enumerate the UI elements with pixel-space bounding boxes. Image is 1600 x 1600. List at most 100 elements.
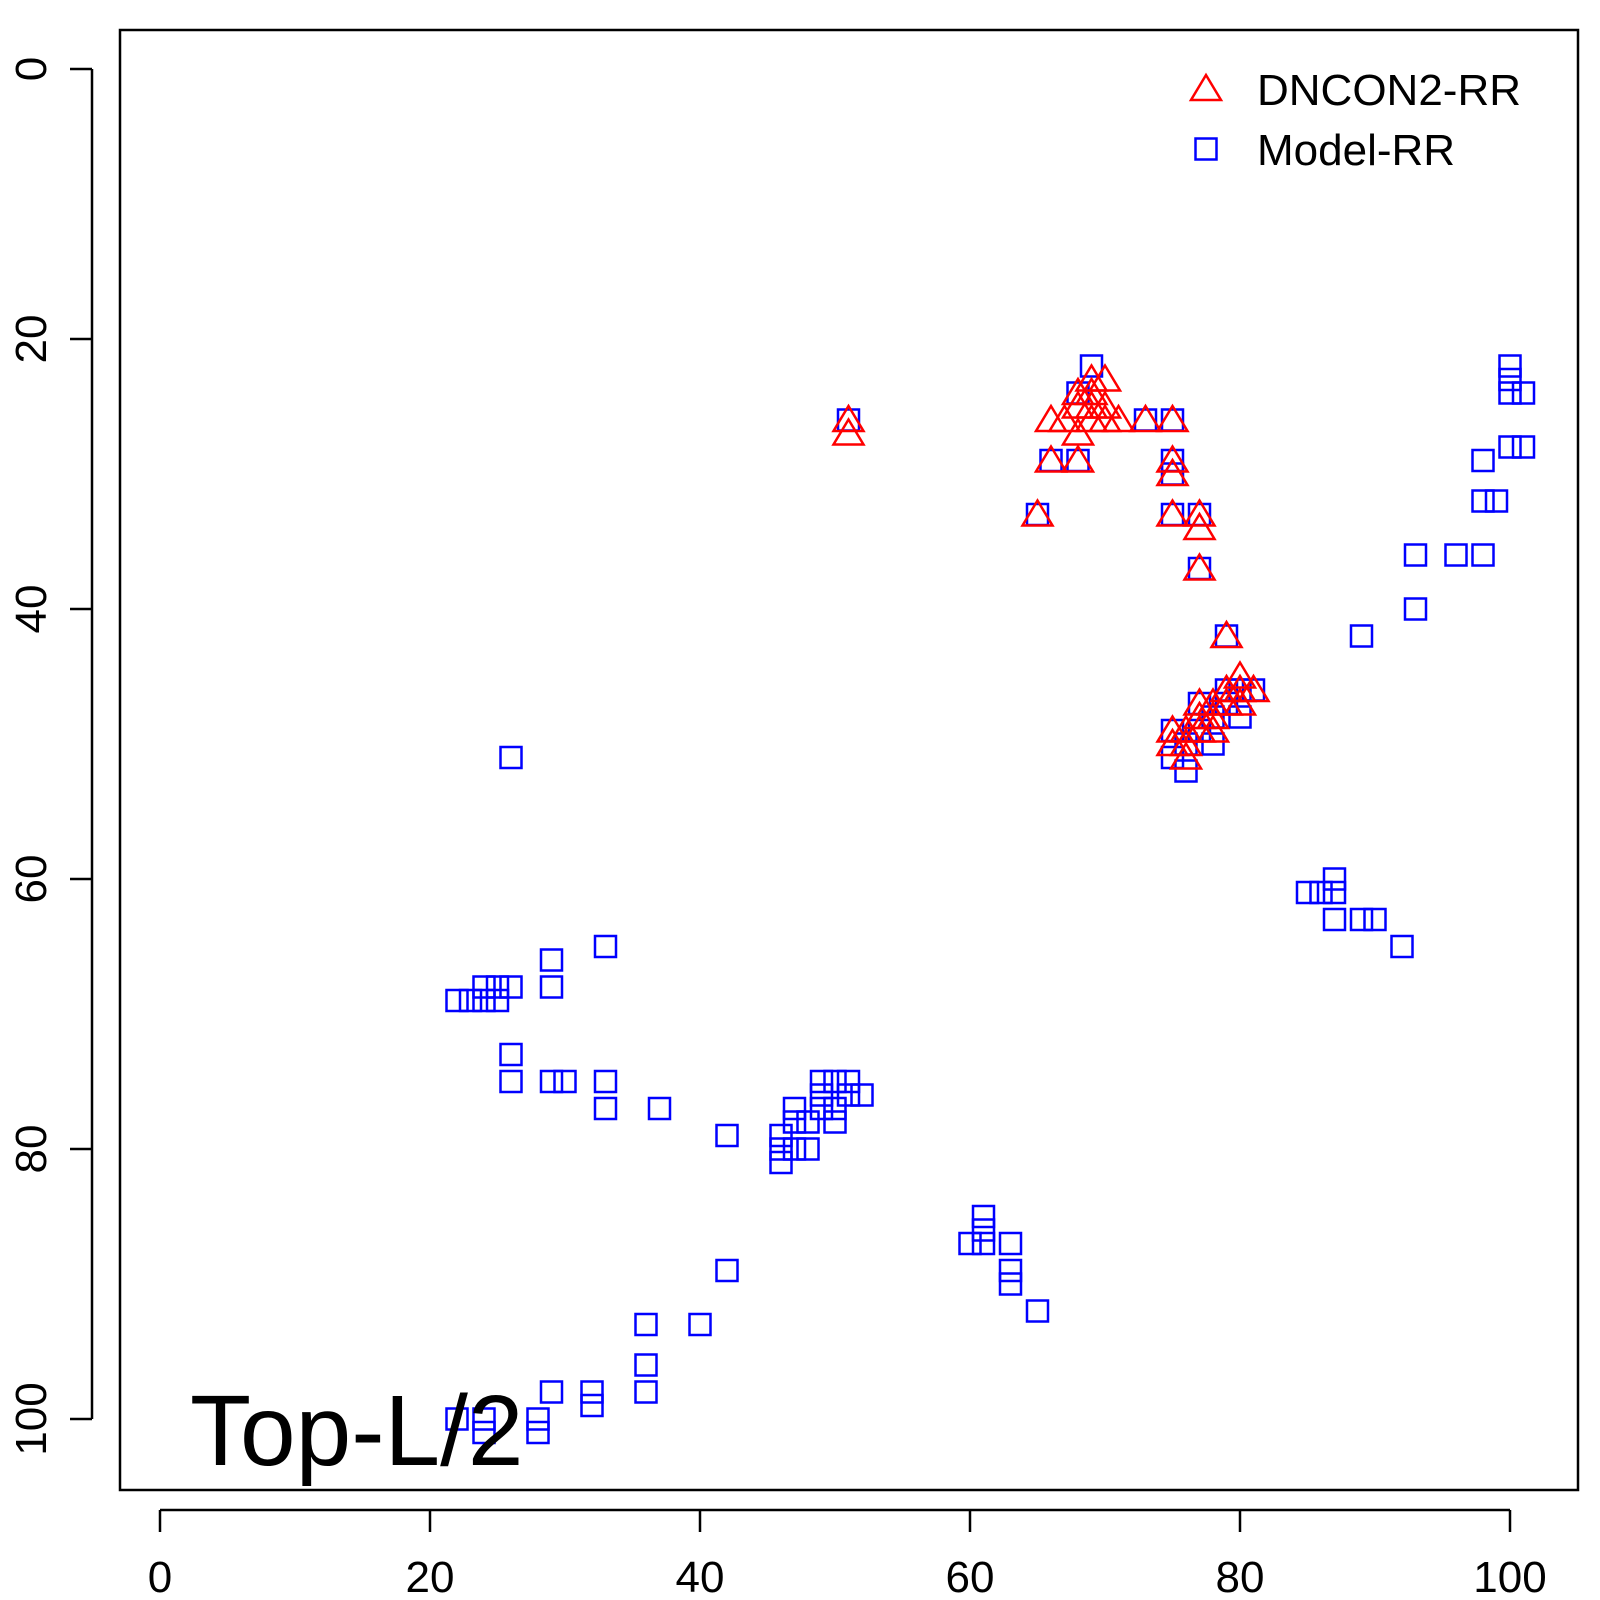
model-rr-point — [782, 1096, 807, 1121]
model-rr-point — [971, 1231, 996, 1256]
model-rr-point — [1484, 489, 1509, 513]
dncon2-rr-point — [1033, 444, 1069, 473]
dncon2-rr-point — [1101, 403, 1136, 433]
dncon2-rr-point — [1060, 444, 1096, 473]
model-rr-point — [809, 1083, 834, 1107]
y-tick-label: 80 — [7, 1125, 56, 1174]
model-rr-point — [823, 1110, 847, 1134]
dncon2-rr-point — [1020, 498, 1055, 527]
model-rr-point — [809, 1096, 834, 1121]
model-rr-point — [472, 1420, 496, 1445]
model-rr-point — [782, 1137, 807, 1161]
model-rr-point — [539, 1380, 564, 1404]
model-rr-point — [998, 1272, 1023, 1296]
dncon2-rr-point — [1087, 390, 1123, 419]
plot-frame — [118, 28, 1580, 1492]
model-rr-point — [1403, 597, 1428, 621]
model-rr-point — [1349, 907, 1374, 932]
model-rr-point — [1390, 934, 1414, 959]
model-rr-point — [1079, 354, 1104, 378]
model-rr-point — [1349, 624, 1374, 648]
model-rr-point — [715, 1123, 739, 1148]
dncon2-rr-point — [1155, 444, 1190, 473]
model-rr-point — [539, 948, 564, 972]
model-rr-point — [1228, 705, 1252, 729]
model-rr-point — [823, 1069, 847, 1094]
model-rr-point — [580, 1393, 604, 1418]
dncon2-rr-point — [1128, 403, 1163, 433]
model-rr-point — [958, 1231, 982, 1256]
model-rr-point — [553, 1069, 577, 1094]
model-rr-point — [634, 1353, 658, 1377]
model-rr-point — [499, 975, 523, 999]
model-rr-point — [499, 745, 523, 770]
model-rr-point — [539, 1069, 564, 1094]
model-rr-point — [836, 1069, 861, 1094]
model-rr-point — [688, 1312, 712, 1337]
model-rr-point — [472, 975, 496, 999]
model-rr-point — [823, 1096, 847, 1121]
model-rr-point — [1498, 381, 1522, 405]
dncon2-rr-point — [1168, 741, 1204, 770]
model-rr-point — [1174, 759, 1198, 783]
legend-triangle-marker — [1188, 72, 1224, 102]
model-rr-point — [998, 1258, 1023, 1283]
model-rr-point — [458, 988, 483, 1013]
model-rr-point — [499, 1042, 523, 1067]
dncon2-rr-point — [1209, 619, 1244, 649]
model-rr-point — [580, 1380, 604, 1404]
model-rr-point — [1322, 907, 1347, 932]
model-rr-point — [499, 1069, 523, 1094]
model-rr-point — [782, 1110, 807, 1134]
model-rr-point — [1471, 448, 1495, 473]
legend: DNCON2-RR Model-RR — [1188, 66, 1521, 175]
model-rr-point — [1201, 732, 1225, 756]
dncon2-rr-point — [1155, 403, 1190, 433]
model-rr-point — [971, 1204, 996, 1229]
model-rr-point — [809, 1069, 834, 1094]
model-rr-point — [836, 1083, 861, 1107]
legend-square-marker — [1194, 137, 1218, 161]
x-tick-label: 60 — [946, 1553, 995, 1600]
y-tick-label: 60 — [7, 855, 56, 904]
y-tick-label: 20 — [7, 315, 56, 364]
model-rr-point — [998, 1231, 1023, 1256]
x-tick-label: 100 — [1473, 1553, 1546, 1600]
model-rr-point — [647, 1096, 672, 1121]
model-rr-point — [472, 988, 496, 1013]
data-points-group — [445, 354, 1536, 1445]
model-rr-point — [1025, 1299, 1050, 1323]
model-rr-point — [1498, 435, 1522, 459]
model-rr-point — [526, 1407, 550, 1431]
model-rr-point — [796, 1110, 820, 1134]
model-rr-point — [769, 1150, 793, 1175]
model-rr-point — [526, 1420, 550, 1445]
model-rr-point — [593, 934, 618, 959]
model-rr-point — [445, 988, 469, 1013]
model-rr-point — [715, 1258, 739, 1283]
model-rr-point — [1295, 880, 1320, 905]
y-tick-label: 0 — [7, 57, 56, 81]
legend-label: DNCON2-RR — [1257, 66, 1521, 115]
dncon2-rr-point — [1182, 552, 1217, 581]
model-rr-point — [1498, 367, 1522, 392]
model-rr-point — [445, 1407, 469, 1431]
dncon2-rr-point — [831, 403, 866, 433]
dncon2-rr-point — [1182, 511, 1217, 541]
dncon2-rr-point — [1195, 714, 1231, 743]
model-rr-point — [1363, 907, 1387, 932]
model-rr-point — [1309, 880, 1333, 905]
model-rr-point — [1511, 381, 1536, 405]
x-tick-label: 20 — [406, 1553, 455, 1600]
model-rr-point — [1403, 543, 1428, 567]
model-rr-point — [850, 1083, 874, 1107]
model-rr-point — [1322, 867, 1347, 891]
model-rr-point — [485, 975, 510, 999]
plot-annotation: Top-L/2 — [190, 1375, 524, 1487]
axes-group: 0 20 40 60 80 100 0 20 40 60 80 100 — [7, 57, 1547, 1600]
model-rr-point — [593, 1069, 618, 1094]
x-tick-label: 40 — [676, 1553, 725, 1600]
model-rr-point — [1498, 354, 1522, 378]
